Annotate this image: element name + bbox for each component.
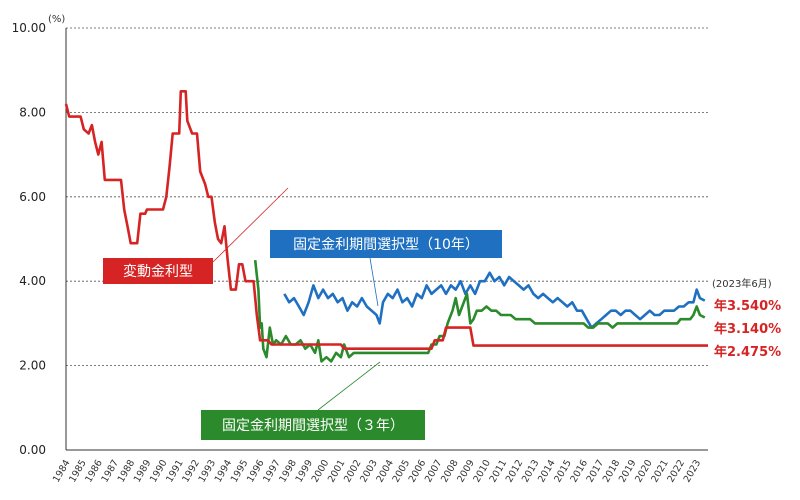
series-lines [64, 90, 708, 363]
end-value-label: 年3.140% [714, 321, 781, 337]
callout-leader [369, 257, 379, 307]
y-tick-label: 4.00 [19, 274, 46, 288]
callout-leader [212, 187, 289, 263]
gridlines [66, 27, 708, 367]
series-label-box [103, 258, 213, 284]
y-tick-labels: 0.00 2.00 4.00 6.00 8.00 10.00 [12, 21, 46, 457]
series-line-0 [64, 90, 708, 350]
series-label-box [201, 410, 425, 440]
as-of-date: (2023年6月) [712, 277, 772, 290]
end-values: 年3.540% 年3.140% 年2.475% [714, 298, 781, 360]
y-tick-label: 8.00 [19, 105, 46, 119]
y-tick-label: 0.00 [19, 443, 46, 457]
y-tick-label: 2.00 [19, 359, 46, 373]
x-tick-labels: 1984198519861987198819891990199119921993… [51, 458, 703, 484]
x-tick-label: 2023 [682, 458, 704, 484]
series-label: 固定金利期間選択型（３年） [222, 418, 404, 434]
y-axis-unit: (%) [48, 14, 65, 25]
end-value-label: 年3.540% [714, 298, 781, 314]
series-callouts: 変動金利型 固定金利期間選択型（10年） 固定金利期間選択型（３年） [103, 187, 502, 440]
series-label: 変動金利型 [123, 263, 193, 280]
series-label-box [270, 230, 502, 258]
y-tick-label: 10.00 [12, 21, 46, 35]
y-tick-label: 6.00 [19, 190, 46, 204]
series-line-1 [283, 271, 706, 329]
callout-leader [317, 361, 381, 411]
end-value-label: 年2.475% [714, 344, 781, 360]
series-label: 固定金利期間選択型（10年） [293, 237, 479, 253]
